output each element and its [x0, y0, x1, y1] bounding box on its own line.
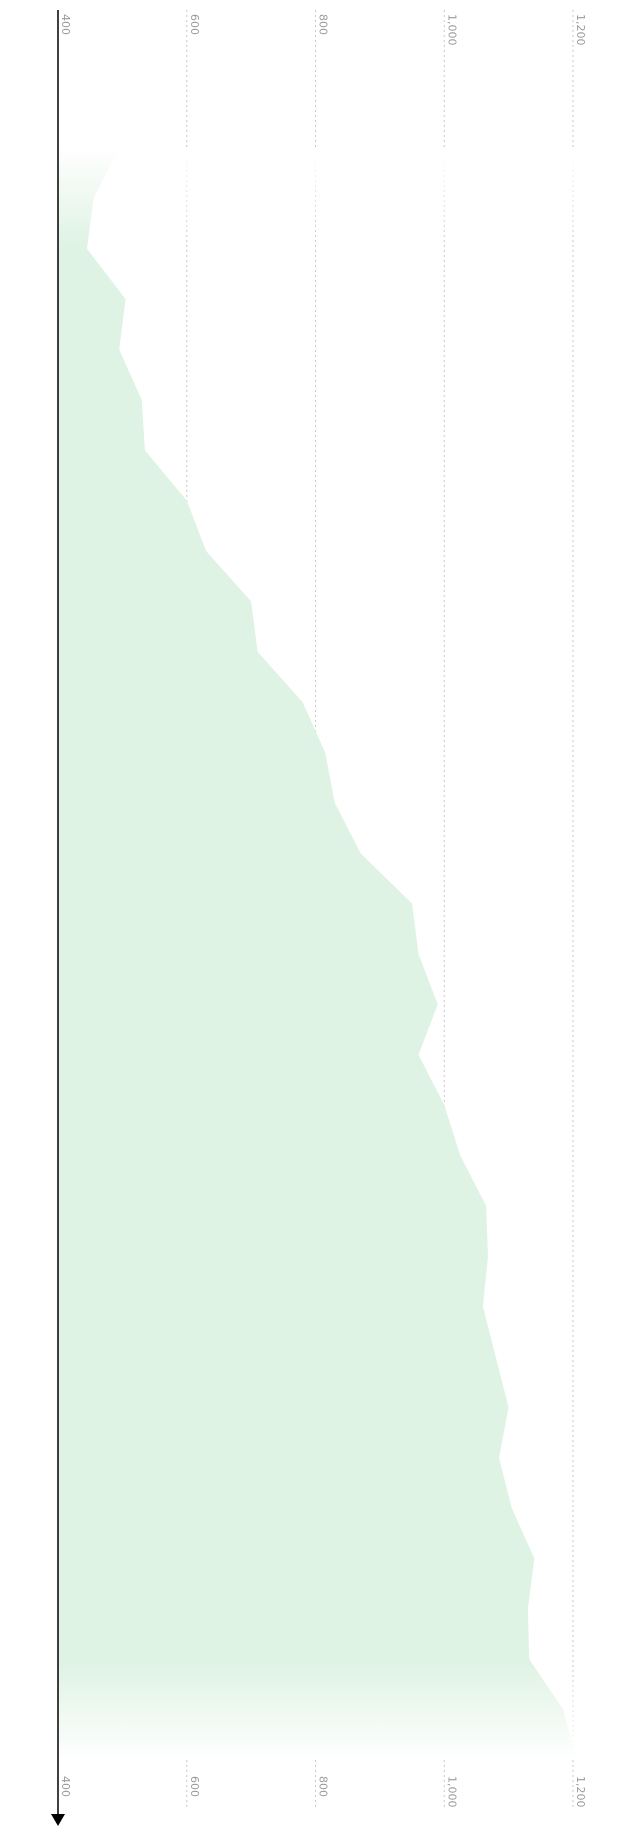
tick-label-top: 1,200	[574, 14, 587, 46]
axis-arrow-icon	[51, 1814, 65, 1826]
tick-label-top: 800	[317, 14, 330, 35]
tick-label-bottom: 600	[188, 1776, 201, 1797]
tick-label-bottom: 1,200	[574, 1776, 587, 1808]
tick-label-bottom: 1,000	[445, 1776, 458, 1808]
tick-label-bottom: 400	[59, 1776, 72, 1797]
axis	[51, 10, 65, 1826]
tick-label-top: 600	[188, 14, 201, 35]
fade-overlay	[58, 148, 603, 1760]
tick-label-top: 400	[59, 14, 72, 35]
edge-fade	[58, 148, 603, 1760]
tick-label-bottom: 800	[317, 1776, 330, 1797]
tick-label-top: 1,000	[445, 14, 458, 46]
tick-labels: 400 600 800 1,000 1,200 400 600 800 1,000 1,200	[59, 14, 587, 1808]
